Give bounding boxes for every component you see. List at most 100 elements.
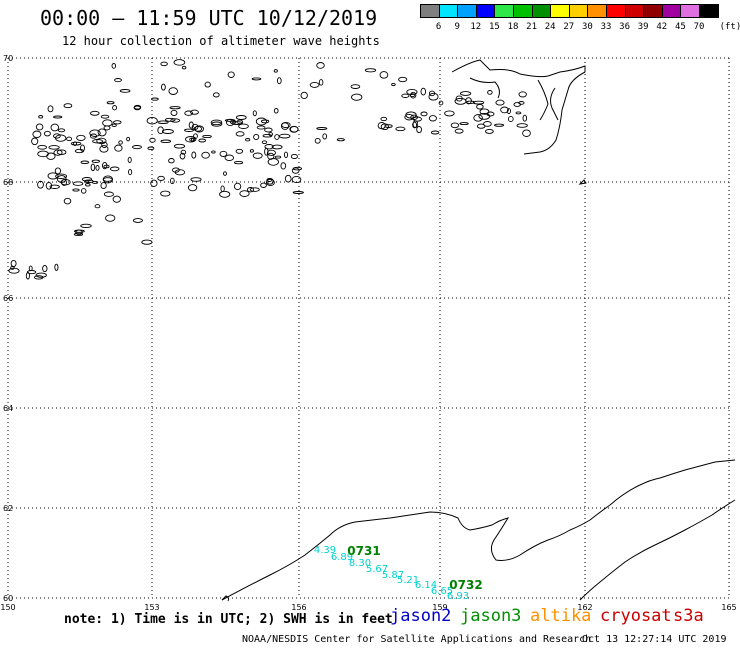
ice-patch [450, 122, 460, 129]
legend-label-18: 18 [507, 22, 519, 32]
ice-patch [401, 93, 410, 98]
ice-patch [60, 179, 71, 186]
ice-patch [141, 239, 153, 245]
ice-patch [267, 158, 279, 166]
ice-patch [91, 159, 100, 163]
northern-coastline [451, 59, 587, 185]
ice-patch [111, 63, 117, 69]
ice-patch [322, 133, 328, 140]
legend-s3a: s3a [673, 606, 704, 626]
ice-patch [157, 175, 165, 181]
legend-jason2: jason2 [390, 606, 452, 626]
ice-patch [522, 114, 528, 122]
ice-patch [227, 71, 235, 78]
ice-patch [204, 81, 211, 88]
ice-patch [476, 103, 484, 110]
ice-patch [43, 130, 51, 137]
ice-patch [149, 137, 156, 143]
swh-value-label: 6.14 [415, 580, 437, 591]
ice-patch [428, 92, 439, 101]
map-subtitle: 12 hour collection of altimeter wave hei… [62, 34, 380, 48]
ice-patch [246, 187, 255, 193]
ice-patch [89, 129, 101, 137]
ice-patch [48, 145, 60, 150]
ice-patch [76, 134, 86, 141]
ice-patch [262, 133, 273, 138]
ice-patch [132, 145, 142, 150]
ice-patch [161, 129, 174, 134]
lat-label: 66 [3, 294, 13, 303]
lon-label: 162 [577, 603, 592, 612]
ice-patch [150, 179, 158, 187]
ice-patch [10, 259, 17, 268]
ice-patch [101, 141, 108, 148]
ice-patch [266, 149, 276, 156]
ice-patch [380, 116, 388, 122]
legend-swatch-70 [699, 4, 719, 18]
ice-patch [336, 138, 345, 142]
ice-patch [309, 81, 320, 88]
ice-patch [173, 59, 186, 66]
ice-patch [428, 115, 437, 122]
ice-patch [56, 149, 67, 155]
legend-label-39: 39 [637, 22, 649, 32]
ice-patch [318, 79, 324, 86]
ice-patch [494, 123, 505, 127]
units-note: note: 1) Time is in UTC; 2) SWH is in fe… [64, 612, 393, 627]
lon-label: 156 [291, 603, 306, 612]
ice-patch [160, 139, 172, 144]
ice-patch [202, 134, 212, 139]
ice-patch [459, 122, 469, 126]
ice-patch [106, 101, 115, 105]
ice-patch [170, 118, 181, 123]
ice-patch [211, 150, 216, 154]
ice-patch [127, 156, 132, 163]
ice-patch [235, 148, 244, 154]
ice-patch [249, 149, 254, 153]
ice-patch [114, 144, 123, 152]
ice-patch [406, 88, 418, 96]
ice-patch [212, 92, 220, 98]
ice-patch [80, 144, 85, 152]
legend-label-36: 36 [619, 22, 631, 32]
swh-value-label: 4.39 [314, 545, 336, 556]
ice-patch [251, 77, 262, 81]
ice-patch [274, 134, 280, 140]
ice-patch [73, 232, 84, 237]
ice-patch [102, 175, 114, 184]
ice-patch [100, 182, 107, 190]
ice-patch [55, 173, 68, 179]
ice-patch [35, 272, 47, 278]
ice-patch [506, 108, 511, 115]
ice-patch [147, 146, 155, 151]
legend-label-70: 70 [693, 22, 705, 32]
lat-label: 70 [3, 54, 13, 63]
ice-patch [160, 190, 171, 197]
ice-patch [412, 116, 422, 122]
ice-patch [32, 130, 42, 139]
ice-patch [72, 181, 84, 186]
ice-patch [85, 183, 91, 187]
ice-patch [111, 123, 117, 127]
ice-patch [271, 144, 283, 150]
legend-label-12: 12 [470, 22, 482, 32]
lat-label: 60 [3, 594, 13, 603]
legend-label-30: 30 [581, 22, 593, 32]
ice-patch [103, 125, 111, 131]
ice-patch [181, 65, 187, 70]
ice-patch [187, 184, 198, 192]
ice-patch [292, 191, 304, 194]
swh-track-labels: 4.396.898.305.675.875.216.146.656.93 0731… [314, 544, 483, 602]
ice-patch [31, 137, 39, 146]
ice-patch [233, 182, 242, 191]
ice-patch [28, 265, 33, 272]
ice-patch [81, 177, 93, 182]
ice-patch [113, 120, 122, 125]
ice-patch [198, 138, 207, 143]
ice-patch [300, 91, 308, 100]
ice-patch [66, 136, 73, 142]
ice-patch [102, 119, 113, 127]
ice-patch [54, 167, 62, 175]
ice-patch [398, 76, 408, 83]
